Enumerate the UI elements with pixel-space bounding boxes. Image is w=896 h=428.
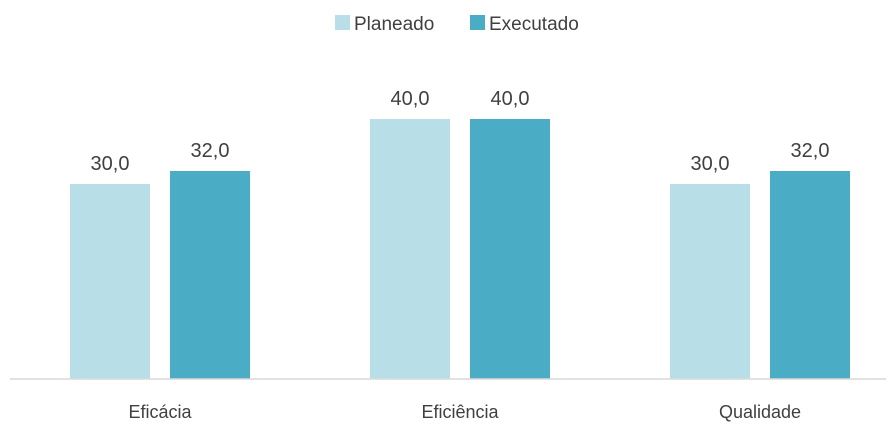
legend-swatch-executado <box>470 15 485 30</box>
x-tick-labels: Eficácia Eficiência Qualidade <box>128 402 801 422</box>
legend: Planeado Executado <box>335 14 579 35</box>
x-tick-label-1: Eficácia <box>128 402 192 422</box>
x-tick-label-3: Qualidade <box>719 402 801 422</box>
data-label-executado-1: 32,0 <box>191 140 230 162</box>
bar-executado-3 <box>770 171 850 379</box>
x-tick-label-2: Eficiência <box>421 402 499 422</box>
data-label-planeado-1: 30,0 <box>91 153 130 175</box>
data-label-executado-2: 40,0 <box>491 88 530 110</box>
data-label-planeado-2: 40,0 <box>391 88 430 110</box>
bars-group <box>70 119 850 379</box>
legend-label-planeado: Planeado <box>354 14 434 35</box>
bar-planeado-2 <box>370 119 450 379</box>
bar-executado-1 <box>170 171 250 379</box>
data-labels-group: 30,0 32,0 40,0 40,0 30,0 32,0 <box>91 88 830 175</box>
legend-label-executado: Executado <box>489 14 579 35</box>
bar-planeado-1 <box>70 184 150 379</box>
legend-swatch-planeado <box>335 15 350 30</box>
data-label-planeado-3: 30,0 <box>691 153 730 175</box>
bar-executado-2 <box>470 119 550 379</box>
bar-planeado-3 <box>670 184 750 379</box>
data-label-executado-3: 32,0 <box>791 140 830 162</box>
